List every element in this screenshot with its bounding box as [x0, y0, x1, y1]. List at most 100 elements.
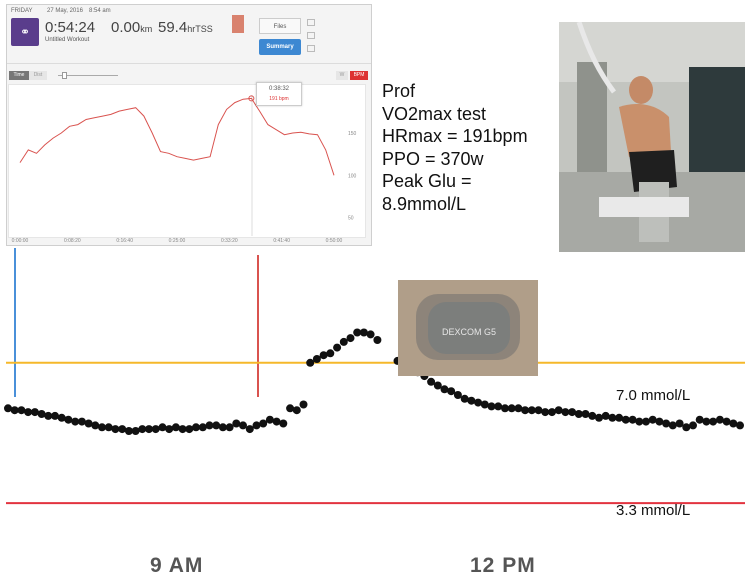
tab-time[interactable]: Time — [9, 71, 29, 80]
files-button[interactable]: Files — [259, 18, 301, 34]
glucose-point — [171, 423, 180, 432]
glucose-point — [507, 404, 516, 413]
tab-distance[interactable]: Dist — [29, 71, 47, 80]
glucose-point — [131, 427, 140, 435]
peak-glucose-value: 8.9mmol/L — [382, 193, 467, 214]
time-label-12pm: 12 PM — [470, 554, 536, 577]
glucose-point — [71, 417, 80, 426]
glucose-point — [346, 334, 355, 343]
test-name: VO2max test — [382, 103, 487, 124]
glucose-point — [165, 425, 174, 434]
glucose-point — [608, 413, 617, 422]
glucose-point — [534, 406, 543, 415]
glucose-chart — [4, 248, 745, 505]
heart-rate-chart-area — [8, 84, 366, 238]
glucose-point — [467, 396, 476, 405]
glucose-point — [689, 421, 697, 430]
glucose-point — [615, 413, 624, 422]
zoom-slider-handle[interactable] — [62, 72, 67, 79]
glucose-point — [192, 423, 200, 432]
glucose-point — [574, 410, 583, 418]
dexcom-logo-text: DEXCOM G5 — [442, 327, 496, 337]
glucose-point — [151, 425, 160, 434]
workout-tss: 59.4hrTSS — [158, 19, 213, 36]
glucose-point — [44, 411, 53, 420]
glucose-point — [286, 404, 295, 413]
glucose-point — [474, 398, 483, 407]
glucose-point — [722, 417, 731, 426]
hr-tooltip-value: 191 bpm — [269, 96, 289, 102]
panel-divider — [7, 63, 371, 64]
dexcom-sensor-photo: DEXCOM G5 — [398, 280, 538, 376]
zoom-slider-track[interactable] — [58, 75, 118, 76]
glucose-point — [124, 427, 133, 435]
glucose-point — [138, 425, 147, 434]
hr-y-tick-label: 50 — [348, 216, 354, 222]
hr-x-tick-label: 0:25:00 — [169, 238, 186, 244]
hr-x-tick-label: 0:16:40 — [116, 238, 133, 244]
glucose-point — [158, 423, 167, 432]
glucose-point — [487, 402, 496, 411]
glucose-point — [588, 411, 597, 420]
workout-date: 27 May, 2016 — [47, 8, 83, 14]
glucose-point — [541, 408, 550, 417]
glucose-point — [480, 400, 489, 409]
glucose-point — [30, 408, 39, 417]
glucose-point — [729, 419, 738, 428]
glucose-point — [145, 425, 153, 434]
glucose-point — [279, 419, 288, 428]
hr-x-tick-label: 0:50:00 — [326, 238, 343, 244]
glucose-point — [642, 417, 650, 426]
bookmark-icon[interactable] — [232, 15, 244, 33]
chart-view-icon[interactable] — [307, 19, 315, 26]
hr-y-tick-label: 150 — [348, 131, 357, 137]
glucose-point — [259, 419, 268, 428]
workout-day: FRIDAY — [11, 8, 33, 14]
glucose-point — [185, 425, 194, 434]
hr-tooltip — [256, 82, 302, 106]
comment-icon[interactable] — [307, 32, 315, 39]
glucose-point — [561, 408, 570, 417]
workout-type-icon — [11, 18, 39, 46]
glucose-point — [353, 328, 362, 337]
tss-value: 59.4 — [158, 19, 188, 36]
subject-label: Prof — [382, 81, 416, 101]
glucose-point — [104, 423, 113, 432]
hr-x-tick-label: 0:08:20 — [64, 238, 81, 244]
glucose-point — [359, 328, 368, 337]
glucose-point — [57, 413, 66, 422]
ppo-value: PPO = 370w — [382, 148, 484, 169]
hr-y-tick-label: 100 — [348, 173, 357, 179]
glucose-point — [521, 406, 530, 415]
glucose-point — [595, 413, 603, 422]
power-toggle-button[interactable]: W — [336, 71, 348, 80]
time-label-9am: 9 AM — [150, 554, 204, 577]
glucose-point — [568, 408, 577, 417]
glucose-point — [494, 402, 503, 411]
glucose-point — [225, 423, 234, 432]
glucose-point — [51, 411, 59, 420]
lower-threshold-label: 3.3 mmol/L — [616, 502, 691, 519]
glucose-point — [10, 406, 19, 415]
graph-icon[interactable] — [307, 45, 315, 52]
glucose-point — [84, 419, 93, 428]
workout-title: Untitled Workout — [45, 37, 90, 43]
heart-rate-toggle-button[interactable]: BPM — [350, 71, 368, 80]
glucose-point — [245, 425, 254, 434]
glucose-point — [675, 419, 684, 428]
distance-unit: km — [140, 24, 153, 34]
glucose-point — [232, 419, 241, 428]
hr-x-tick-label: 0:41:40 — [273, 238, 290, 244]
glucose-point — [682, 423, 691, 432]
glucose-point — [326, 349, 335, 358]
glucose-point — [77, 417, 86, 426]
glucose-point — [427, 377, 436, 386]
glucose-point — [373, 336, 382, 344]
glucose-point — [239, 421, 247, 430]
glucose-point — [24, 408, 33, 417]
glucose-point — [252, 421, 261, 430]
summary-button[interactable]: Summary — [259, 39, 301, 55]
test-summary-text: Prof VO2max test HRmax = 191bpm PPO = 37… — [382, 80, 528, 215]
glucose-point — [198, 423, 207, 432]
hr-x-tick-label: 0:00:00 — [12, 238, 29, 244]
